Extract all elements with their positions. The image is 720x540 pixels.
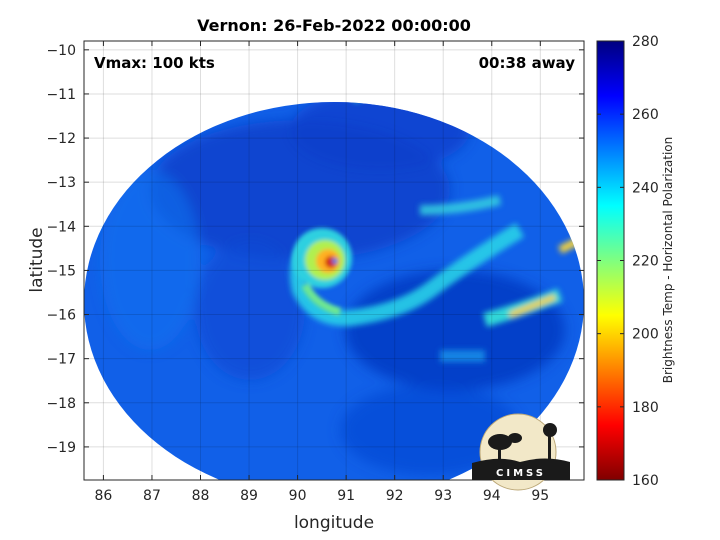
y-tick-label: −17 [46,352,76,368]
x-tick-label: 88 [192,488,210,504]
time-away-annotation: 00:38 away [479,54,576,72]
x-tick-label: 95 [531,488,549,504]
colorbar-tick-label: 200 [632,327,659,343]
y-tick-label: −16 [46,308,76,324]
y-axis-label: latitude [27,227,47,292]
y-tick-label: −19 [46,440,76,456]
x-tick-label: 93 [434,488,452,504]
y-tick-labels: −10 −11 −12 −13 −14 −15 −16 −17 −18 −19 [46,43,76,456]
colorbar-tick-label: 220 [632,254,659,270]
x-tick-label: 90 [289,488,307,504]
x-axis-label: longitude [294,513,374,533]
colorbar-tick-labels: 160 180 200 220 240 260 280 [632,34,659,489]
x-tick-label: 92 [386,488,404,504]
y-tick-label: −15 [46,263,76,279]
y-tick-label: −11 [46,87,76,103]
y-tick-label: −14 [46,219,76,235]
cimss-logo: CIMSS [472,413,570,491]
colorbar-tick-label: 160 [632,473,659,489]
colorbar-tick-label: 280 [632,34,659,50]
x-tick-label: 91 [337,488,355,504]
colorbar-tick-label: 240 [632,180,659,196]
y-tick-label: −10 [46,43,76,59]
x-tick-label: 94 [483,488,501,504]
colorbar-label: Brightness Temp - Horizontal Polarizatio… [661,137,675,384]
grid [84,41,584,480]
vmax-annotation: Vmax: 100 kts [94,54,215,72]
y-tick-label: −13 [46,175,76,191]
x-tick-label: 86 [95,488,113,504]
x-tick-labels: 86 87 88 89 90 91 92 93 94 95 [95,488,550,504]
colorbar-tick-label: 180 [632,400,659,416]
axes-box [83,40,585,481]
chart-title: Vernon: 26-Feb-2022 00:00:00 [197,16,471,35]
x-tick-label: 87 [143,488,161,504]
brightness-temp-swath [84,102,584,480]
colorbar-ticks [597,40,624,481]
y-tick-label: −12 [46,131,76,147]
colorbar [596,40,625,481]
y-tick-label: −18 [46,396,76,412]
svg-text:CIMSS: CIMSS [496,468,546,479]
x-tick-label: 89 [240,488,258,504]
colorbar-tick-label: 260 [632,107,659,123]
